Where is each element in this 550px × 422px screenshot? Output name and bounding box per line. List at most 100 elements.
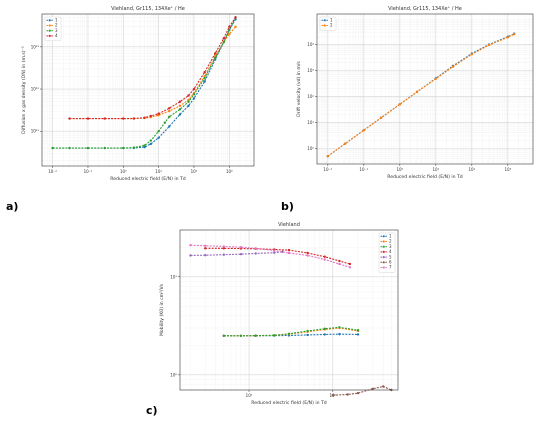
data-point bbox=[103, 117, 107, 120]
data-point bbox=[338, 259, 341, 263]
data-point bbox=[287, 248, 291, 252]
data-point bbox=[203, 75, 206, 78]
data-point bbox=[204, 244, 207, 247]
legend-marker bbox=[382, 250, 385, 253]
data-point bbox=[348, 262, 352, 266]
data-point bbox=[470, 53, 474, 56]
legend-label: 2 bbox=[55, 23, 58, 28]
data-point bbox=[239, 246, 243, 249]
series-7 bbox=[189, 243, 352, 269]
chart-panel-2: 10⁻² 10⁻¹ 10⁰ 10¹ 10² 10³ 10⁰ 10¹ 10² 10³ 10⁴ Viehl… bbox=[296, 6, 534, 180]
data-point bbox=[122, 146, 125, 150]
data-point bbox=[192, 93, 196, 96]
data-point bbox=[326, 154, 330, 158]
data-point bbox=[222, 245, 226, 248]
legend-marker bbox=[48, 24, 51, 27]
data-point bbox=[132, 146, 136, 149]
data-point bbox=[222, 247, 226, 250]
data-point bbox=[371, 387, 374, 390]
data-point bbox=[338, 332, 341, 336]
data-point bbox=[273, 251, 276, 254]
data-point bbox=[222, 37, 226, 40]
x-tick-label: 10⁰ bbox=[396, 167, 403, 172]
x-tick-label: 10² bbox=[468, 167, 475, 172]
axes-frame bbox=[316, 13, 534, 165]
series-4 bbox=[68, 16, 237, 120]
data-point bbox=[434, 77, 438, 80]
data-point bbox=[157, 130, 160, 133]
data-point bbox=[346, 393, 349, 396]
x-tick-label: 10³ bbox=[226, 169, 233, 174]
data-point bbox=[222, 334, 226, 337]
data-point bbox=[168, 125, 171, 128]
y-axis-label: Diffusion x gas density (DN) in (m.s)⁻¹ bbox=[21, 46, 27, 134]
data-point bbox=[234, 25, 237, 28]
data-point bbox=[356, 391, 360, 395]
axes-frame bbox=[41, 13, 255, 167]
panel-label: a) bbox=[6, 200, 18, 213]
x-tick-label: 10⁻² bbox=[48, 169, 57, 174]
data-point bbox=[203, 71, 206, 74]
legend-label: 1 bbox=[55, 18, 58, 23]
data-point bbox=[203, 77, 206, 80]
minor-grid bbox=[317, 14, 533, 164]
legend-label: 1 bbox=[330, 18, 333, 23]
x-tick-label: 10⁰ bbox=[120, 169, 127, 174]
data-point bbox=[234, 16, 237, 19]
data-point bbox=[306, 251, 309, 255]
legend-label: 3 bbox=[389, 244, 392, 249]
data-point bbox=[86, 146, 90, 150]
data-point bbox=[178, 113, 182, 116]
legend-marker bbox=[382, 256, 385, 259]
data-point bbox=[379, 116, 383, 120]
x-axis-label: Reduced electric field (E/N) in Td bbox=[387, 174, 463, 180]
data-point bbox=[103, 146, 107, 150]
data-point bbox=[356, 329, 360, 332]
series-6 bbox=[331, 385, 393, 397]
data-point bbox=[178, 104, 182, 108]
data-point bbox=[228, 25, 231, 28]
data-point bbox=[306, 329, 309, 333]
data-point bbox=[398, 103, 402, 106]
x-tick-label: 10³ bbox=[504, 167, 511, 172]
legend-marker bbox=[48, 34, 51, 38]
data-point bbox=[143, 145, 146, 149]
data-point bbox=[187, 100, 190, 103]
data-point bbox=[254, 247, 257, 250]
data-point bbox=[506, 36, 510, 39]
legend-marker bbox=[382, 266, 385, 269]
data-point bbox=[487, 43, 491, 47]
series-3 bbox=[222, 326, 360, 337]
data-point bbox=[157, 112, 160, 115]
x-tick-label: 10² bbox=[191, 169, 198, 174]
data-point bbox=[203, 80, 206, 83]
data-point bbox=[451, 65, 455, 68]
data-point bbox=[143, 144, 146, 147]
legend-label: 2 bbox=[330, 23, 333, 28]
series-2 bbox=[326, 33, 516, 158]
data-point bbox=[415, 90, 419, 94]
axes-frame bbox=[179, 229, 399, 391]
x-tick-label: 10⁻¹ bbox=[84, 169, 93, 174]
legend-label: 1 bbox=[389, 234, 392, 239]
x-tick-label: 10¹ bbox=[432, 167, 439, 172]
data-point bbox=[192, 87, 196, 91]
data-point bbox=[228, 28, 231, 32]
data-point bbox=[149, 139, 152, 142]
data-point bbox=[323, 327, 326, 330]
x-axis-label: Reduced electric field (E/N) in Td bbox=[251, 400, 327, 406]
chart-panel-1: 10⁻² 10⁻¹ 10⁰ 10¹ 10² 10³ 10²¹ 10²² 10²³ Viehland… bbox=[21, 6, 255, 182]
data-point bbox=[132, 117, 136, 120]
data-point bbox=[512, 33, 516, 36]
legend-marker bbox=[48, 29, 51, 32]
legend-label: 2 bbox=[389, 239, 392, 244]
y-tick-label: 10³ bbox=[307, 68, 314, 73]
legend-label: 4 bbox=[389, 249, 392, 254]
legend-label: 6 bbox=[389, 260, 392, 265]
data-point bbox=[68, 146, 71, 150]
data-point bbox=[168, 115, 171, 118]
data-point bbox=[214, 56, 217, 59]
data-point bbox=[178, 100, 182, 103]
